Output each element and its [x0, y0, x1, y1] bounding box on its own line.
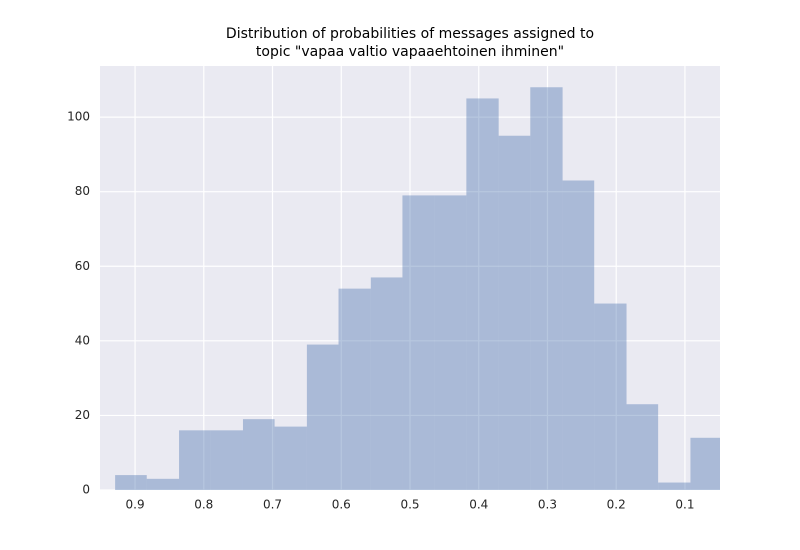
x-tick-label: 0.6	[332, 498, 351, 512]
histogram-bar	[115, 475, 147, 490]
histogram-bar	[210, 430, 243, 490]
y-tick-label: 20	[75, 408, 90, 422]
x-tick-label: 0.4	[469, 498, 488, 512]
x-tick-label: 0.9	[126, 498, 145, 512]
x-tick-label: 0.3	[538, 498, 557, 512]
x-tick-label: 0.5	[400, 498, 419, 512]
histogram-bar	[466, 98, 499, 491]
histogram-bar	[594, 303, 627, 490]
histogram-bar	[146, 478, 180, 490]
y-tick-label: 40	[75, 333, 90, 347]
histogram-bar	[370, 277, 403, 490]
x-tick-label: 0.8	[194, 498, 213, 512]
y-tick-label: 0	[82, 483, 90, 497]
y-tick-label: 60	[75, 259, 90, 273]
x-tick-label: 0.1	[675, 498, 694, 512]
histogram-bar	[658, 482, 691, 490]
x-tick-label: 0.2	[607, 498, 626, 512]
histogram-bar	[274, 426, 307, 490]
histogram-bar	[626, 404, 659, 490]
histogram-bar	[179, 430, 211, 490]
x-tick-label: 0.7	[263, 498, 282, 512]
chart-title: Distribution of probabilities of message…	[226, 26, 594, 42]
histogram-bar	[338, 288, 371, 490]
histogram-bar	[242, 419, 275, 490]
bars	[115, 87, 720, 491]
y-tick-label: 100	[67, 110, 90, 124]
histogram-bar	[434, 195, 467, 490]
histogram-bar	[306, 344, 339, 490]
chart-title: topic "vapaa valtio vapaaehtoinen ihmine…	[256, 44, 564, 60]
histogram-bar	[498, 135, 531, 491]
y-tick-label: 80	[75, 184, 90, 198]
histogram-bar	[562, 180, 595, 490]
histogram-bar	[530, 87, 563, 491]
grid	[100, 66, 720, 491]
histogram-bar	[402, 195, 435, 490]
histogram-bar	[690, 437, 720, 490]
